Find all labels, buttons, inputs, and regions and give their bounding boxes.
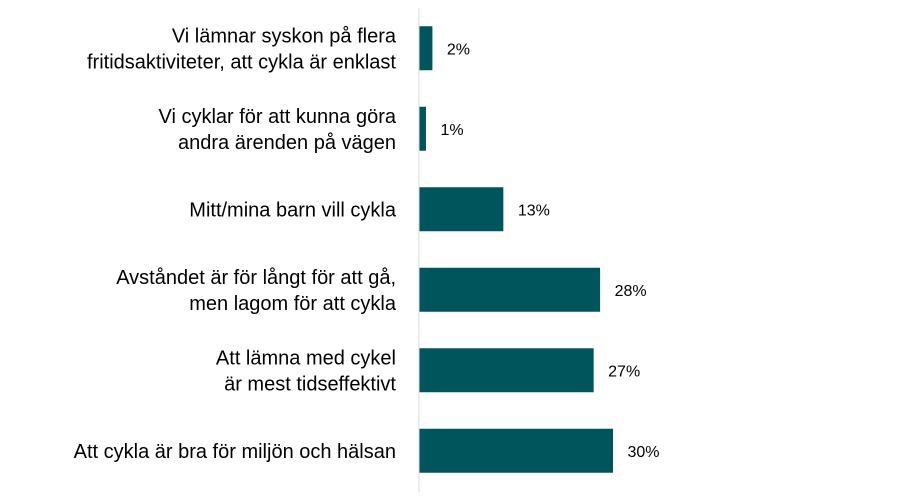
- category-label-line: fritidsaktiviteter, att cykla är enklast: [87, 51, 396, 73]
- category-labels-group: Vi lämnar syskon på flera fritidsaktivite…: [74, 25, 397, 463]
- category-label-line: Vi lämnar syskon på flera: [172, 25, 397, 47]
- value-label-5: 27%: [608, 363, 640, 380]
- category-label-4: Avståndet är för långt för att gå, men la…: [116, 267, 397, 315]
- value-label-6: 30%: [628, 444, 660, 461]
- value-label-2: 1%: [440, 122, 463, 139]
- category-label-line: Vi cyklar för att kunna göra: [158, 106, 396, 128]
- category-label-2: Vi cyklar för att kunna göra andra ärende…: [158, 106, 396, 154]
- bar-5: [419, 348, 594, 393]
- value-label-1: 2%: [447, 41, 470, 58]
- bars-group: [419, 26, 613, 473]
- category-label-5: Att lämna med cykel är mest tidseffektivt: [216, 347, 397, 395]
- category-label-3: Mitt/mina barn vill cykla: [189, 199, 397, 221]
- category-label-line: andra ärenden på vägen: [178, 132, 396, 154]
- category-label-6: Att cykla är bra för miljön och hälsan: [74, 441, 396, 463]
- category-label-line: Avståndet är för långt för att gå,: [116, 267, 396, 289]
- category-label-1: Vi lämnar syskon på flera fritidsaktivite…: [87, 25, 397, 73]
- value-label-3: 13%: [518, 202, 550, 219]
- bar-1: [419, 26, 433, 71]
- category-label-line: är mest tidseffektivt: [224, 373, 396, 395]
- category-label-line: men lagom för att cykla: [189, 293, 397, 315]
- bar-4: [419, 267, 601, 312]
- category-label-line: Mitt/mina barn vill cykla: [189, 199, 397, 221]
- value-label-4: 28%: [615, 283, 647, 300]
- value-labels-group: 2% 1% 13% 28% 27% 30%: [440, 41, 659, 461]
- bar-3: [419, 187, 504, 232]
- bar-2: [419, 106, 426, 151]
- bar-6: [419, 428, 613, 473]
- category-label-line: Att cykla är bra för miljön och hälsan: [74, 441, 396, 463]
- category-label-line: Att lämna med cykel: [216, 347, 396, 369]
